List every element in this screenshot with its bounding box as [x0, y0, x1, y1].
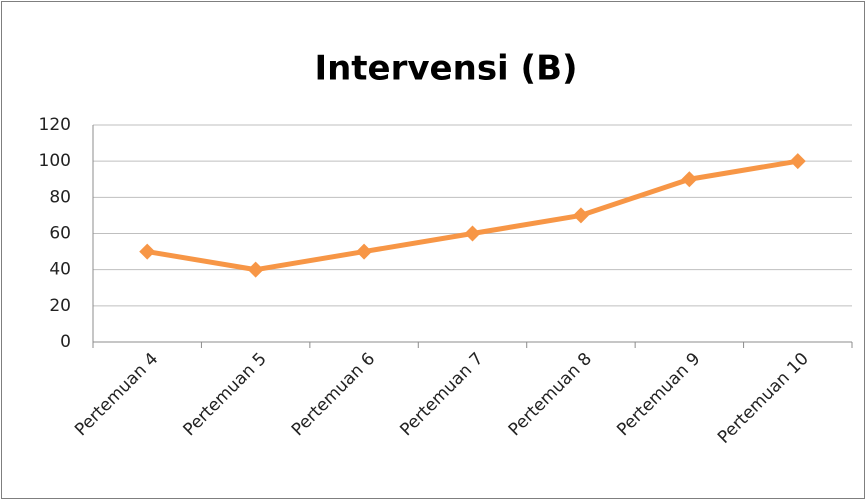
- y-tick-label: 40: [49, 260, 71, 280]
- marker: [464, 225, 481, 242]
- marker: [681, 171, 698, 188]
- y-tick-label: 60: [49, 224, 71, 244]
- marker: [139, 243, 156, 260]
- y-tick-label: 80: [49, 187, 71, 207]
- y-tick-label: 0: [60, 332, 71, 352]
- marker: [789, 153, 806, 170]
- y-tick-label: 100: [39, 151, 71, 171]
- marker: [356, 243, 373, 260]
- y-tick-label: 120: [39, 115, 71, 135]
- marker: [572, 207, 589, 224]
- y-tick-label: 20: [49, 296, 71, 316]
- marker: [247, 261, 264, 278]
- chart-title: Intervensi (B): [314, 49, 577, 89]
